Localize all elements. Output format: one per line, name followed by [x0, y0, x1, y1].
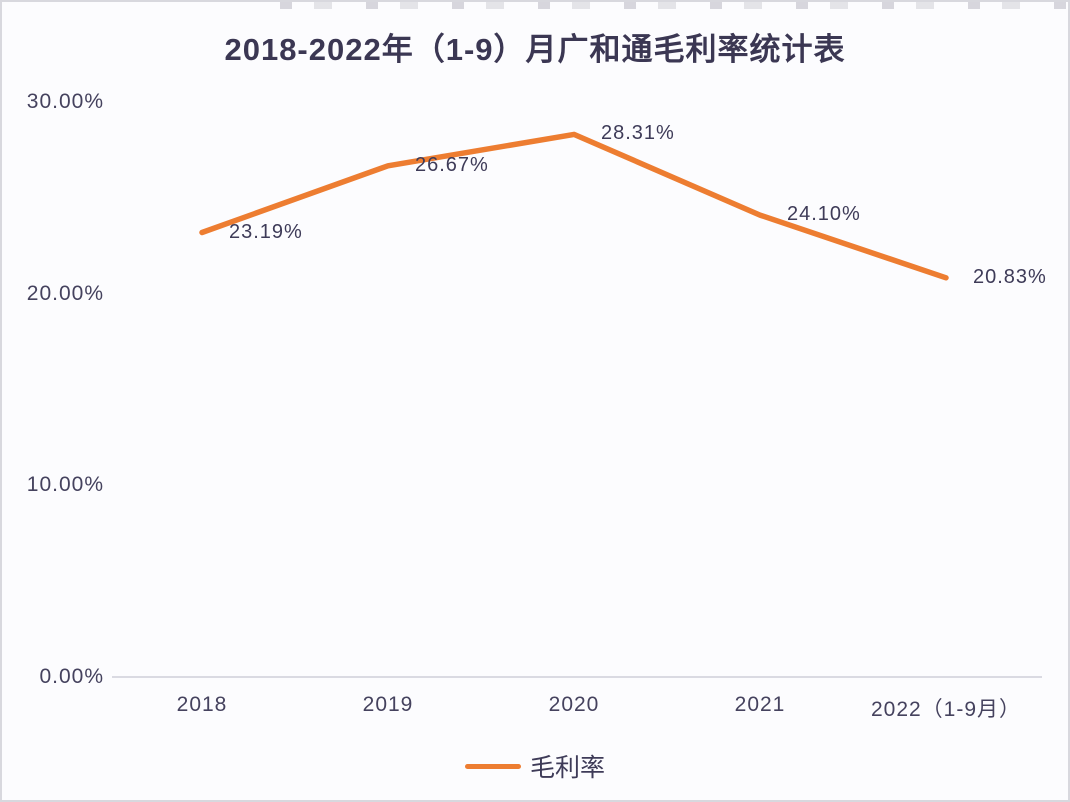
- x-axis-tick-label: 2018: [176, 693, 228, 716]
- legend-line-swatch: [464, 763, 521, 769]
- y-axis-tick-label: 0.00%: [39, 665, 104, 688]
- x-axis-tick-label: 2020: [548, 693, 600, 716]
- y-axis-tick-label: 20.00%: [26, 281, 104, 305]
- legend: 毛利率: [2, 748, 1068, 784]
- data-label: 26.67%: [415, 153, 489, 176]
- y-axis-tick-label: 30.00%: [26, 90, 104, 113]
- legend-label: 毛利率: [529, 754, 605, 782]
- x-axis-tick-label: 2021: [734, 693, 786, 716]
- data-label: 24.10%: [787, 203, 861, 226]
- page-title: 2018-2022年（1-9）月广和通毛利率统计表: [224, 32, 846, 67]
- x-axis-baseline: [112, 676, 1042, 678]
- data-label: 23.19%: [229, 220, 303, 243]
- x-axis-tick-label: 2019: [362, 693, 414, 716]
- data-label: 20.83%: [973, 265, 1047, 288]
- x-axis-tick-label: 2022（1-9月）: [870, 698, 1022, 721]
- data-label: 28.31%: [601, 122, 675, 145]
- cropped-text-artifact: [280, 2, 1068, 9]
- y-axis-tick-label: 10.00%: [26, 473, 104, 497]
